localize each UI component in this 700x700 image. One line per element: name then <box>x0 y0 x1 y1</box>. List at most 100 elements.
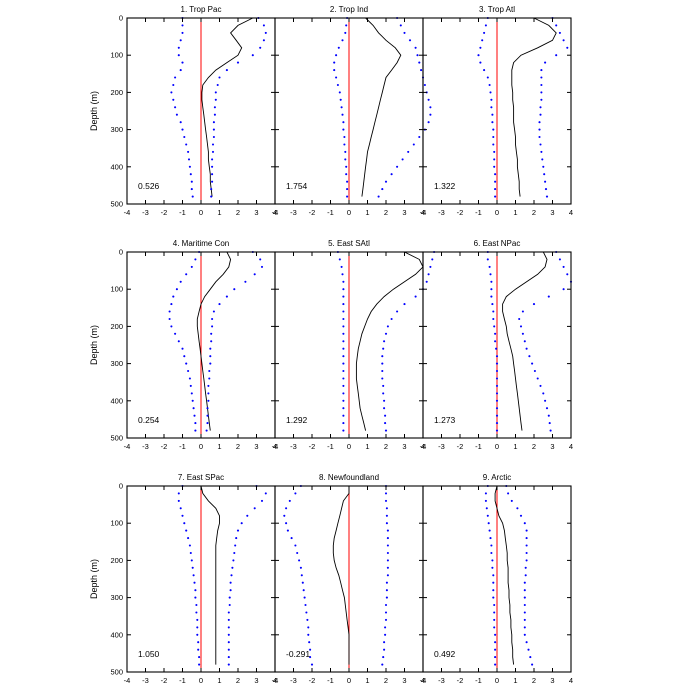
upper-bound-point <box>525 641 528 644</box>
lower-bound-point <box>493 626 496 629</box>
lower-bound-point <box>179 121 182 124</box>
lower-bound-point <box>494 648 497 651</box>
x-tick-label: 1 <box>217 208 221 217</box>
upper-bound-point <box>538 128 541 131</box>
lower-bound-point <box>342 295 345 298</box>
upper-bound-point <box>210 188 213 191</box>
upper-bound-point <box>418 135 421 139</box>
lower-bound-point <box>305 611 308 614</box>
panel-3: -4 -3 -2 -1 0 1 2 3 4 3. Trop Atl 1.322 <box>420 5 573 217</box>
x-tick-label: 1 <box>365 676 369 685</box>
upper-bound-point <box>562 265 565 268</box>
upper-bound-point <box>251 54 254 57</box>
x-tick-label: -2 <box>309 442 316 451</box>
upper-bound-point <box>401 158 404 161</box>
upper-bound-point <box>210 332 213 335</box>
upper-bound-point <box>429 113 432 116</box>
lower-bound-point <box>170 91 173 94</box>
upper-bound-point <box>234 544 237 547</box>
upper-bound-point <box>427 273 430 276</box>
upper-bound-point <box>218 76 221 79</box>
x-tick-label: 1 <box>365 208 369 217</box>
upper-bound-point <box>231 566 234 569</box>
lower-bound-point <box>341 39 344 42</box>
lower-bound-point <box>479 46 482 49</box>
panel-value-label: -0.291 <box>286 649 310 659</box>
lower-bound-point <box>495 414 499 417</box>
x-tick-label: 0 <box>495 208 499 217</box>
lower-bound-point <box>296 551 299 555</box>
lower-bound-point <box>195 603 198 607</box>
upper-bound-point <box>544 180 547 183</box>
upper-bound-point <box>427 121 430 124</box>
lower-bound-point <box>196 626 199 629</box>
lower-bound-series <box>177 484 201 666</box>
panel-8: -4 -3 -2 -1 0 1 2 3 4 8. Newfoundland -0.291 <box>272 473 425 685</box>
mean-profile-line <box>332 486 350 665</box>
x-tick-label: -2 <box>161 676 168 685</box>
upper-bound-point <box>385 507 388 510</box>
panel-1: -4 -3 -2 -1 0 1 2 3 4 0 100 200 300 400 500 Depth (m) 1.… <box>89 5 277 217</box>
lower-bound-point <box>483 69 486 72</box>
lower-bound-point <box>488 529 491 532</box>
lower-bound-point <box>188 544 191 547</box>
lower-bound-point <box>494 173 497 176</box>
upper-bound-point <box>209 355 212 358</box>
x-tick-label: 0 <box>199 208 203 217</box>
upper-bound-point <box>386 529 389 532</box>
upper-bound-point <box>386 544 389 547</box>
lower-bound-series <box>333 16 349 198</box>
x-tick-label: -4 <box>124 442 131 451</box>
panel-title: 3. Trop Atl <box>479 5 515 14</box>
lower-bound-point <box>308 641 311 644</box>
lower-bound-point <box>172 98 175 101</box>
upper-bound-point <box>386 574 389 577</box>
upper-bound-point <box>386 559 389 562</box>
x-tick-label: 1 <box>513 676 517 685</box>
lower-bound-point <box>194 429 197 432</box>
upper-bound-point <box>528 355 531 358</box>
upper-bound-point <box>566 46 569 49</box>
upper-bound-point <box>227 633 230 636</box>
lower-bound-point <box>495 399 499 402</box>
lower-bound-point <box>181 31 184 34</box>
panel-6: -4 -3 -2 -1 0 1 2 3 4 6. East NPac 1.273 <box>420 239 573 451</box>
lower-bound-point <box>342 377 345 380</box>
lower-bound-point <box>168 317 171 321</box>
upper-bound-point <box>425 280 428 283</box>
panel-value-label: 0.254 <box>138 415 160 425</box>
upper-bound-point <box>523 611 526 614</box>
lower-bound-point <box>333 61 336 64</box>
x-tick-label: -2 <box>309 208 316 217</box>
lower-bound-point <box>188 165 191 168</box>
lower-bound-point <box>344 150 347 153</box>
x-tick-label: 3 <box>402 442 406 451</box>
lower-bound-point <box>495 429 499 432</box>
x-tick-label: -1 <box>179 208 186 217</box>
x-tick-label: 1 <box>217 442 221 451</box>
upper-bound-point <box>547 295 550 298</box>
upper-bound-point <box>381 355 384 358</box>
lower-bound-point <box>298 559 301 562</box>
panel-7: -4 -3 -2 -1 0 1 2 3 4 0 100 200 300 400 500 Depth (m) 7.… <box>89 473 277 685</box>
lower-bound-point <box>170 303 173 306</box>
panel-value-label: 0.492 <box>434 649 456 659</box>
lower-bound-point <box>344 158 347 161</box>
x-tick-label: 2 <box>236 676 240 685</box>
upper-bound-point <box>385 596 388 599</box>
panel-value-label: 1.322 <box>434 181 456 191</box>
lower-bound-point <box>187 150 190 153</box>
x-tick-label: 0 <box>347 442 351 451</box>
y-tick-label: 200 <box>110 322 123 331</box>
upper-bound-point <box>382 392 385 395</box>
upper-bound-point <box>227 611 230 614</box>
lower-bound-point <box>336 83 339 87</box>
lower-bound-point <box>183 135 186 139</box>
lower-bound-point <box>493 150 496 153</box>
lower-bound-point <box>493 611 496 614</box>
lower-bound-point <box>177 340 180 343</box>
lower-bound-series <box>486 250 499 432</box>
upper-bound-point <box>211 173 214 176</box>
x-tick-label: -4 <box>420 676 427 685</box>
upper-bound-point <box>382 384 385 387</box>
